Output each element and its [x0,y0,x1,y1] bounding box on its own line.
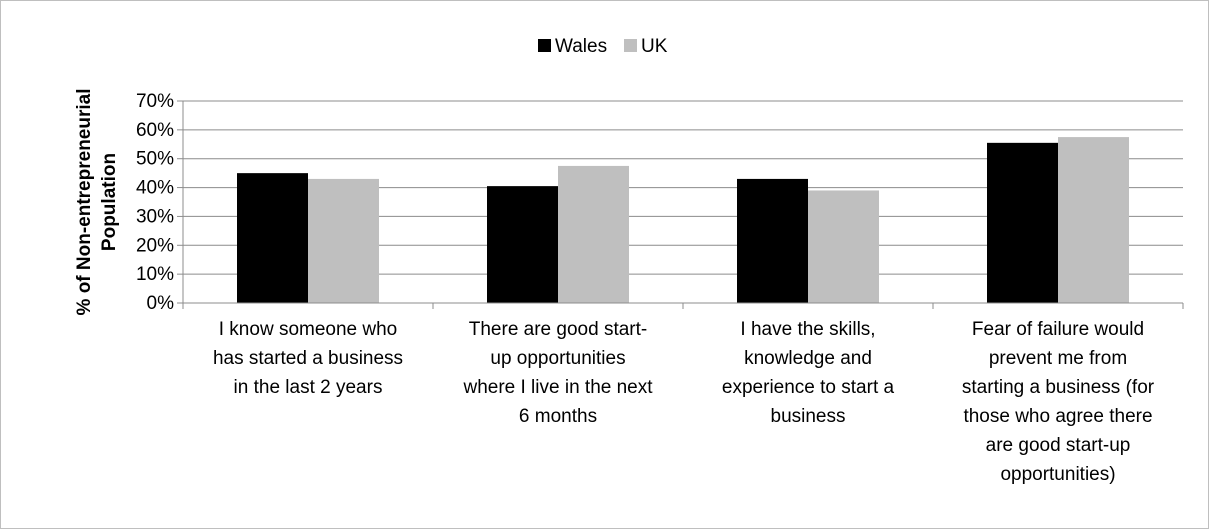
bar-uk-4 [1058,137,1129,303]
legend-label-wales: Wales [555,36,607,57]
axes [177,100,1184,309]
bar-wales-4 [987,142,1058,303]
category-label: has started a business [213,348,403,369]
bar-uk-3 [808,190,879,303]
category-label: knowledge and [744,348,872,369]
category-label: where I live in the next [462,377,653,398]
bars [237,137,1129,303]
y-axis-title-line: Population [99,153,120,251]
y-tick-label: 40% [136,178,174,199]
y-tick-label: 0% [147,293,175,314]
category-label: are good start-up [986,435,1131,456]
y-axis-title-line: % of Non-entrepreneurial [74,89,95,316]
y-tick-labels: 0% 10% 20% 30% 40% 50% 60% 70% [136,91,174,314]
category-label: 6 months [519,406,597,427]
category-label: I know someone who [219,319,398,340]
y-tick-label: 10% [136,264,174,285]
category-label: prevent me from [989,348,1127,369]
category-label: those who agree there [963,406,1152,427]
y-tick-label: 70% [136,91,174,112]
category-label: up opportunities [490,348,625,369]
category-labels: I know someone who has started a business… [213,319,1155,485]
category-label: opportunities) [1000,464,1115,485]
category-label: starting a business (for [962,377,1155,398]
bar-wales-3 [737,178,808,303]
bar-wales-1 [237,173,308,303]
category-label: Fear of failure would [972,319,1144,340]
legend-swatch-uk [624,39,637,52]
category-label: in the last 2 years [234,377,383,398]
y-tick-label: 20% [136,235,174,256]
bar-wales-2 [487,186,558,303]
legend-label-uk: UK [641,36,668,57]
category-label: experience to start a [722,377,895,398]
bar-uk-2 [558,165,629,303]
category-label: There are good start- [469,319,647,340]
bar-uk-1 [308,178,379,303]
y-axis-title: % of Non-entrepreneurial Population [74,89,120,316]
category-label: business [771,406,846,427]
y-tick-label: 30% [136,206,174,227]
category-label: I have the skills, [740,319,875,340]
y-tick-label: 60% [136,120,174,141]
legend-swatch-wales [538,39,551,52]
y-tick-label: 50% [136,149,174,170]
legend: Wales UK [538,36,668,57]
